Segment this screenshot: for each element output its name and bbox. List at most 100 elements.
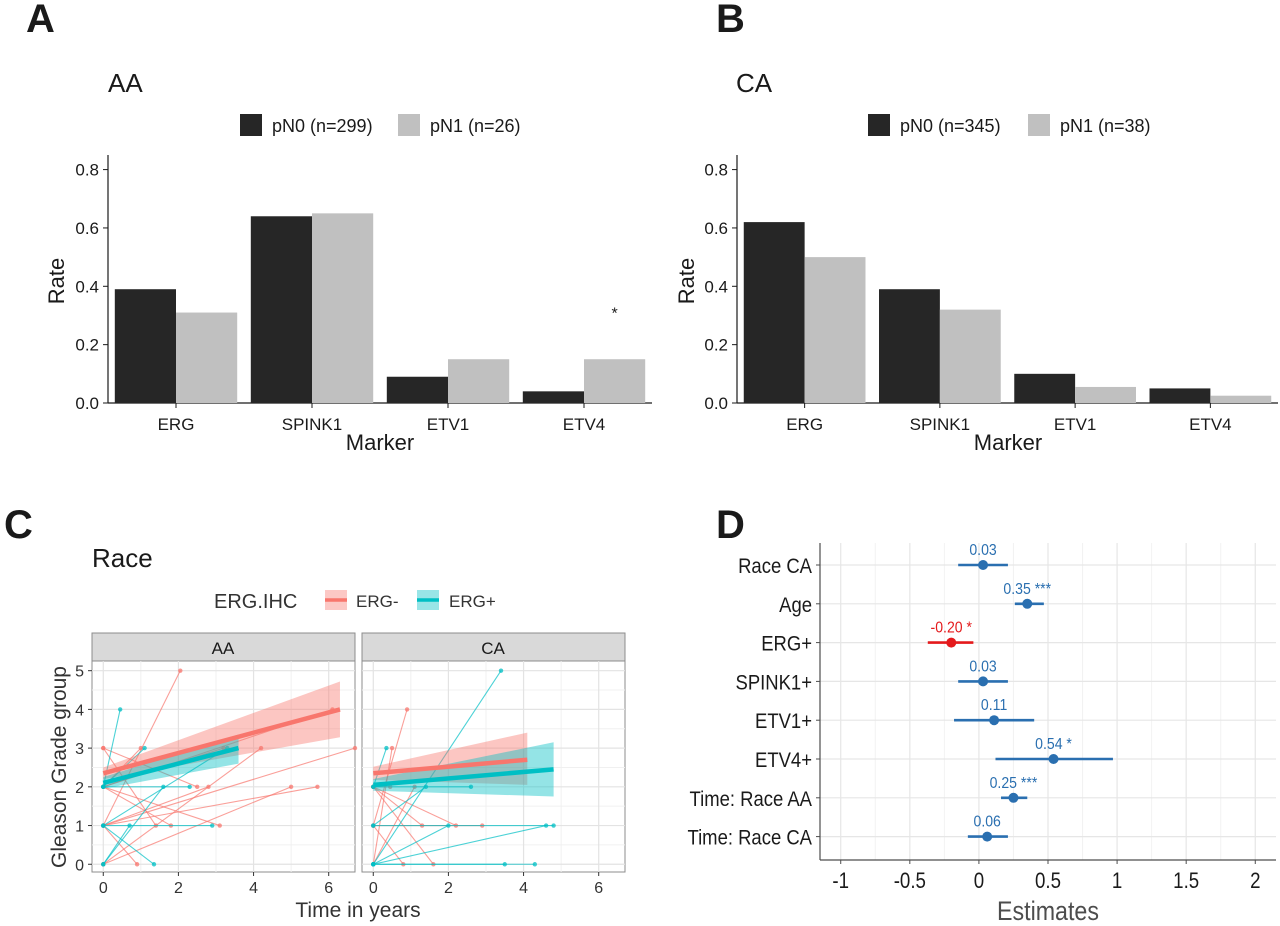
x-tick-label: 0 (974, 870, 984, 894)
y-tick-label: 0.2 (704, 336, 728, 355)
estimate-label: -0.20 * (931, 619, 973, 637)
bar-spink1-series1 (312, 213, 374, 403)
trajectory-line (373, 825, 547, 865)
facet-panel-ca: 0 2 4 6 (361, 660, 626, 897)
x-tick-label: 1.5 (1173, 870, 1199, 894)
legend-swatch-pn1 (398, 114, 420, 136)
x-tick-label: ETV1 (427, 415, 470, 434)
trajectory-point (101, 862, 106, 867)
bar-etv4-series1 (584, 359, 646, 403)
y-tick-label: 5 (75, 664, 84, 681)
facet-label-aa: AA (212, 639, 235, 658)
x-tick-label: ERG (786, 415, 823, 434)
trajectory-line (102, 825, 138, 865)
trajectory-line (372, 709, 408, 826)
trajectory-point (288, 784, 294, 790)
facet-label-ca: CA (481, 639, 505, 658)
legend-label-pn1: pN1 (n=38) (1060, 116, 1151, 136)
trajectory-line (102, 747, 262, 865)
legend: pN0 (n=345) pN1 (n=38) (868, 114, 1151, 136)
trajectory-line (102, 825, 155, 865)
legend: pN0 (n=299) pN1 (n=26) (240, 114, 521, 136)
trajectory-point (138, 745, 144, 751)
x-tick-label: 2 (174, 880, 183, 897)
trajectory-point (195, 784, 200, 790)
bar-erg-series0 (743, 222, 805, 403)
trajectory-line (372, 786, 423, 826)
trajectory-point (371, 862, 376, 867)
panel-letter-b: B (716, 0, 745, 41)
y-tick-label: 0 (75, 857, 84, 874)
x-tick-label: 1 (1112, 870, 1122, 894)
estimate-label: 0.11 (981, 696, 1007, 714)
x-axis-label: Time in years (295, 899, 420, 922)
x-tick-label: SPINK1 (910, 415, 970, 434)
trajectory-line (372, 825, 404, 865)
legend-label-erg-neg: ERG- (356, 592, 399, 611)
y-tick-label: 0.0 (75, 394, 99, 413)
plot-area: -1 -0.5 0 0.5 1 1.5 2 Race CA 0.03 Age 0.35 *** ERG… (687, 541, 1276, 893)
y-tick-label: 0.4 (75, 277, 99, 296)
y-axis-label: Rate (44, 258, 69, 304)
trajectory-point (404, 707, 410, 712)
x-tick-label: 2 (1250, 870, 1260, 894)
trajectory-point (134, 862, 140, 867)
estimate-point (989, 715, 1000, 726)
bar-erg-series0 (114, 289, 176, 403)
trajectory-point (352, 745, 358, 751)
trajectory-point (101, 784, 106, 790)
facet-panel-aa: 0 2 4 6 0 1 2 3 4 5 (75, 660, 358, 897)
y-tick-label: 0.2 (75, 336, 99, 355)
chart-title: AA (108, 68, 143, 98)
bar-erg-series1 (176, 312, 238, 403)
estimate-label: 0.25 *** (990, 774, 1038, 792)
term-label: SPINK1+ (736, 671, 812, 694)
fit-line-erg- (102, 707, 341, 776)
legend-label-pn1: pN1 (n=26) (430, 116, 521, 136)
bar-etv1-series0 (1014, 373, 1076, 403)
bar-etv1-series0 (386, 376, 448, 403)
bar-etv1-series1 (1075, 386, 1136, 403)
term-label: ETV4+ (755, 749, 812, 772)
trajectory-point (446, 823, 451, 828)
term-label: Time: Race CA (687, 827, 812, 850)
trajectory-line (103, 747, 198, 788)
trajectory-point (389, 745, 395, 751)
trajectory-point (161, 784, 166, 790)
legend-swatch-pn0 (240, 114, 262, 136)
x-tick-label: 0 (369, 880, 378, 897)
significance-annotation: * (611, 306, 617, 323)
estimate-label: 0.03 (969, 658, 996, 676)
panel-d-forest-plot: -1 -0.5 0 0.5 1 1.5 2 Race CA 0.03 Age 0.35 *** ERG… (687, 541, 1276, 926)
x-tick-label: 0 (99, 880, 108, 897)
x-tick-label: -1 (832, 870, 849, 894)
trajectory-point (187, 784, 192, 790)
facet-strip-ca: CA (361, 632, 626, 662)
legend-label-pn0: pN0 (n=299) (272, 116, 373, 136)
x-tick-label: ERG (158, 415, 195, 434)
x-tick-label: 0.5 (1035, 870, 1061, 894)
trajectory-point (551, 823, 556, 828)
bar-etv4-series1 (1210, 395, 1272, 403)
fit-confidence-band-erg- (103, 681, 340, 780)
x-tick-label: ETV4 (1189, 415, 1232, 434)
y-axis-label: Gleason Grade group (48, 666, 71, 868)
trajectory-line (103, 786, 220, 827)
y-tick-label: 2 (75, 780, 84, 797)
legend-label-erg-pos: ERG+ (449, 592, 496, 611)
estimate-point (982, 831, 993, 842)
trajectory-point (502, 862, 507, 867)
y-tick-label: 0.0 (704, 394, 728, 413)
trajectory-line (373, 786, 457, 827)
panel-b-bar-chart: CA pN0 (n=345) pN1 (n=38) 0.00.20.40.60.… (674, 68, 1278, 455)
estimate-label: 0.06 (973, 813, 1000, 831)
trajectory-point (217, 823, 222, 828)
trajectory-point (151, 862, 157, 867)
x-axis-label: Estimates (997, 896, 1099, 926)
y-tick-label: 3 (75, 741, 84, 758)
estimate-label: 0.03 (969, 541, 996, 559)
term-label: Time: Race AA (690, 788, 813, 811)
x-tick-label: 6 (594, 880, 603, 897)
term-label: Age (779, 594, 812, 617)
